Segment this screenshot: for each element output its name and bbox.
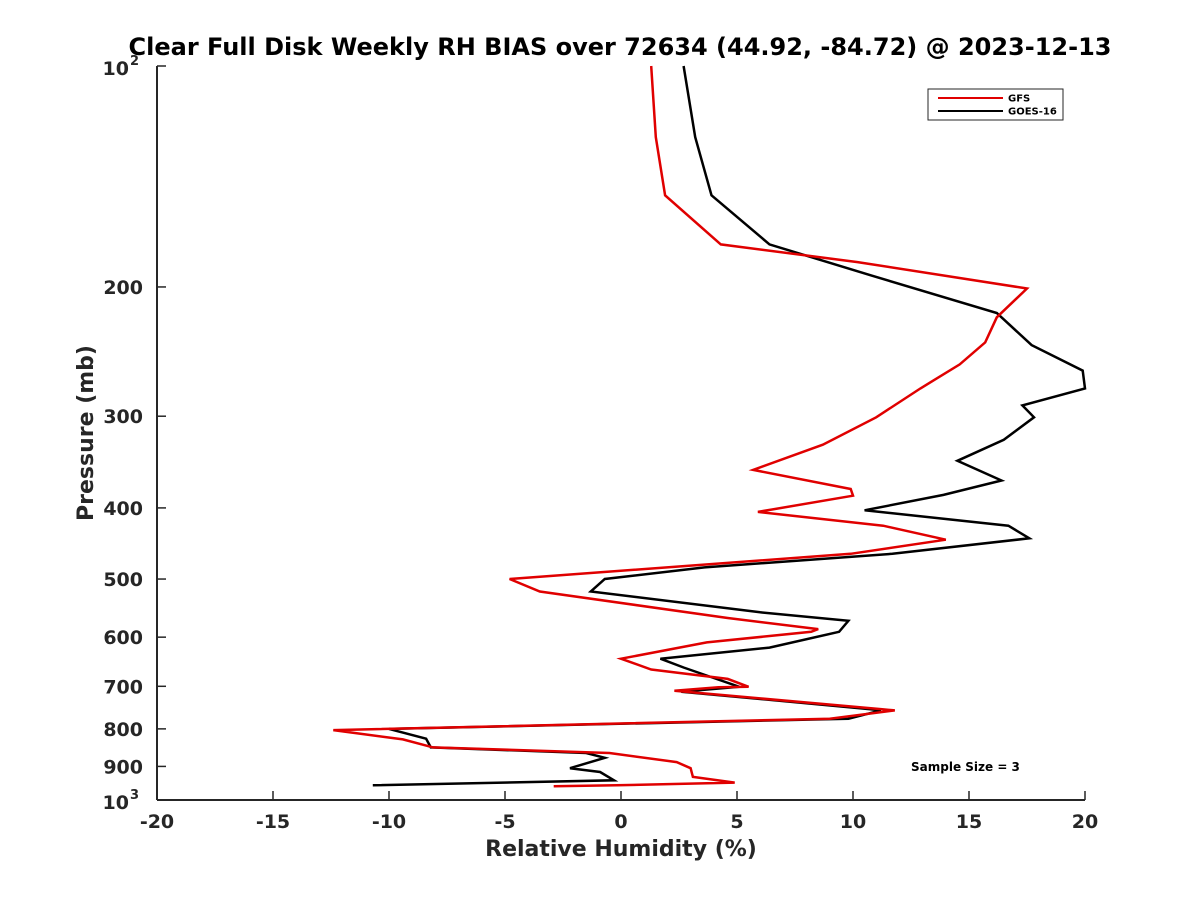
y-tick-label: 400	[103, 498, 143, 520]
y-tick-label: 900	[103, 756, 143, 778]
x-tick-label: 5	[730, 811, 743, 833]
y-tick-exponent: 2	[130, 54, 139, 69]
legend-label-gfs: GFS	[1008, 94, 1030, 105]
y-tick-exponent: 3	[130, 788, 139, 803]
y-tick-label: 500	[103, 569, 143, 591]
series-line-goes-16	[372, 65, 1087, 787]
sample-size-annotation: Sample Size = 3	[911, 760, 1020, 774]
series-group	[333, 65, 1087, 788]
x-tick-label: 0	[614, 811, 627, 833]
x-tick-label: 15	[956, 811, 982, 833]
x-axis-label: Relative Humidity (%)	[485, 837, 757, 862]
x-tick-label: -5	[494, 811, 515, 833]
x-tick-label: 10	[840, 811, 866, 833]
x-tick-label: -15	[256, 811, 290, 833]
y-tick-label: 800	[103, 719, 143, 741]
y-tick-label: 200	[103, 277, 143, 299]
x-tick-label: -20	[140, 811, 174, 833]
y-axis-label: Pressure (mb)	[74, 345, 99, 521]
x-ticks: -20 -15 -10 -5 0 5 10 15 20	[140, 791, 1098, 833]
legend: GFS GOES-16	[927, 88, 1064, 121]
x-tick-label: -10	[372, 811, 406, 833]
y-tick-label: 700	[103, 676, 143, 698]
legend-label-goes-16: GOES-16	[1008, 107, 1057, 118]
legend-box	[927, 88, 1064, 121]
y-tick-label: 10	[103, 58, 129, 80]
axes	[156, 66, 1085, 801]
y-tick-label: 10	[103, 792, 129, 814]
chart-title: Clear Full Disk Weekly RH BIAS over 7263…	[129, 33, 1112, 61]
y-tick-label: 600	[103, 627, 143, 649]
x-tick-label: 20	[1072, 811, 1098, 833]
y-tick-label: 300	[103, 406, 143, 428]
series-line-gfs	[333, 65, 1030, 788]
